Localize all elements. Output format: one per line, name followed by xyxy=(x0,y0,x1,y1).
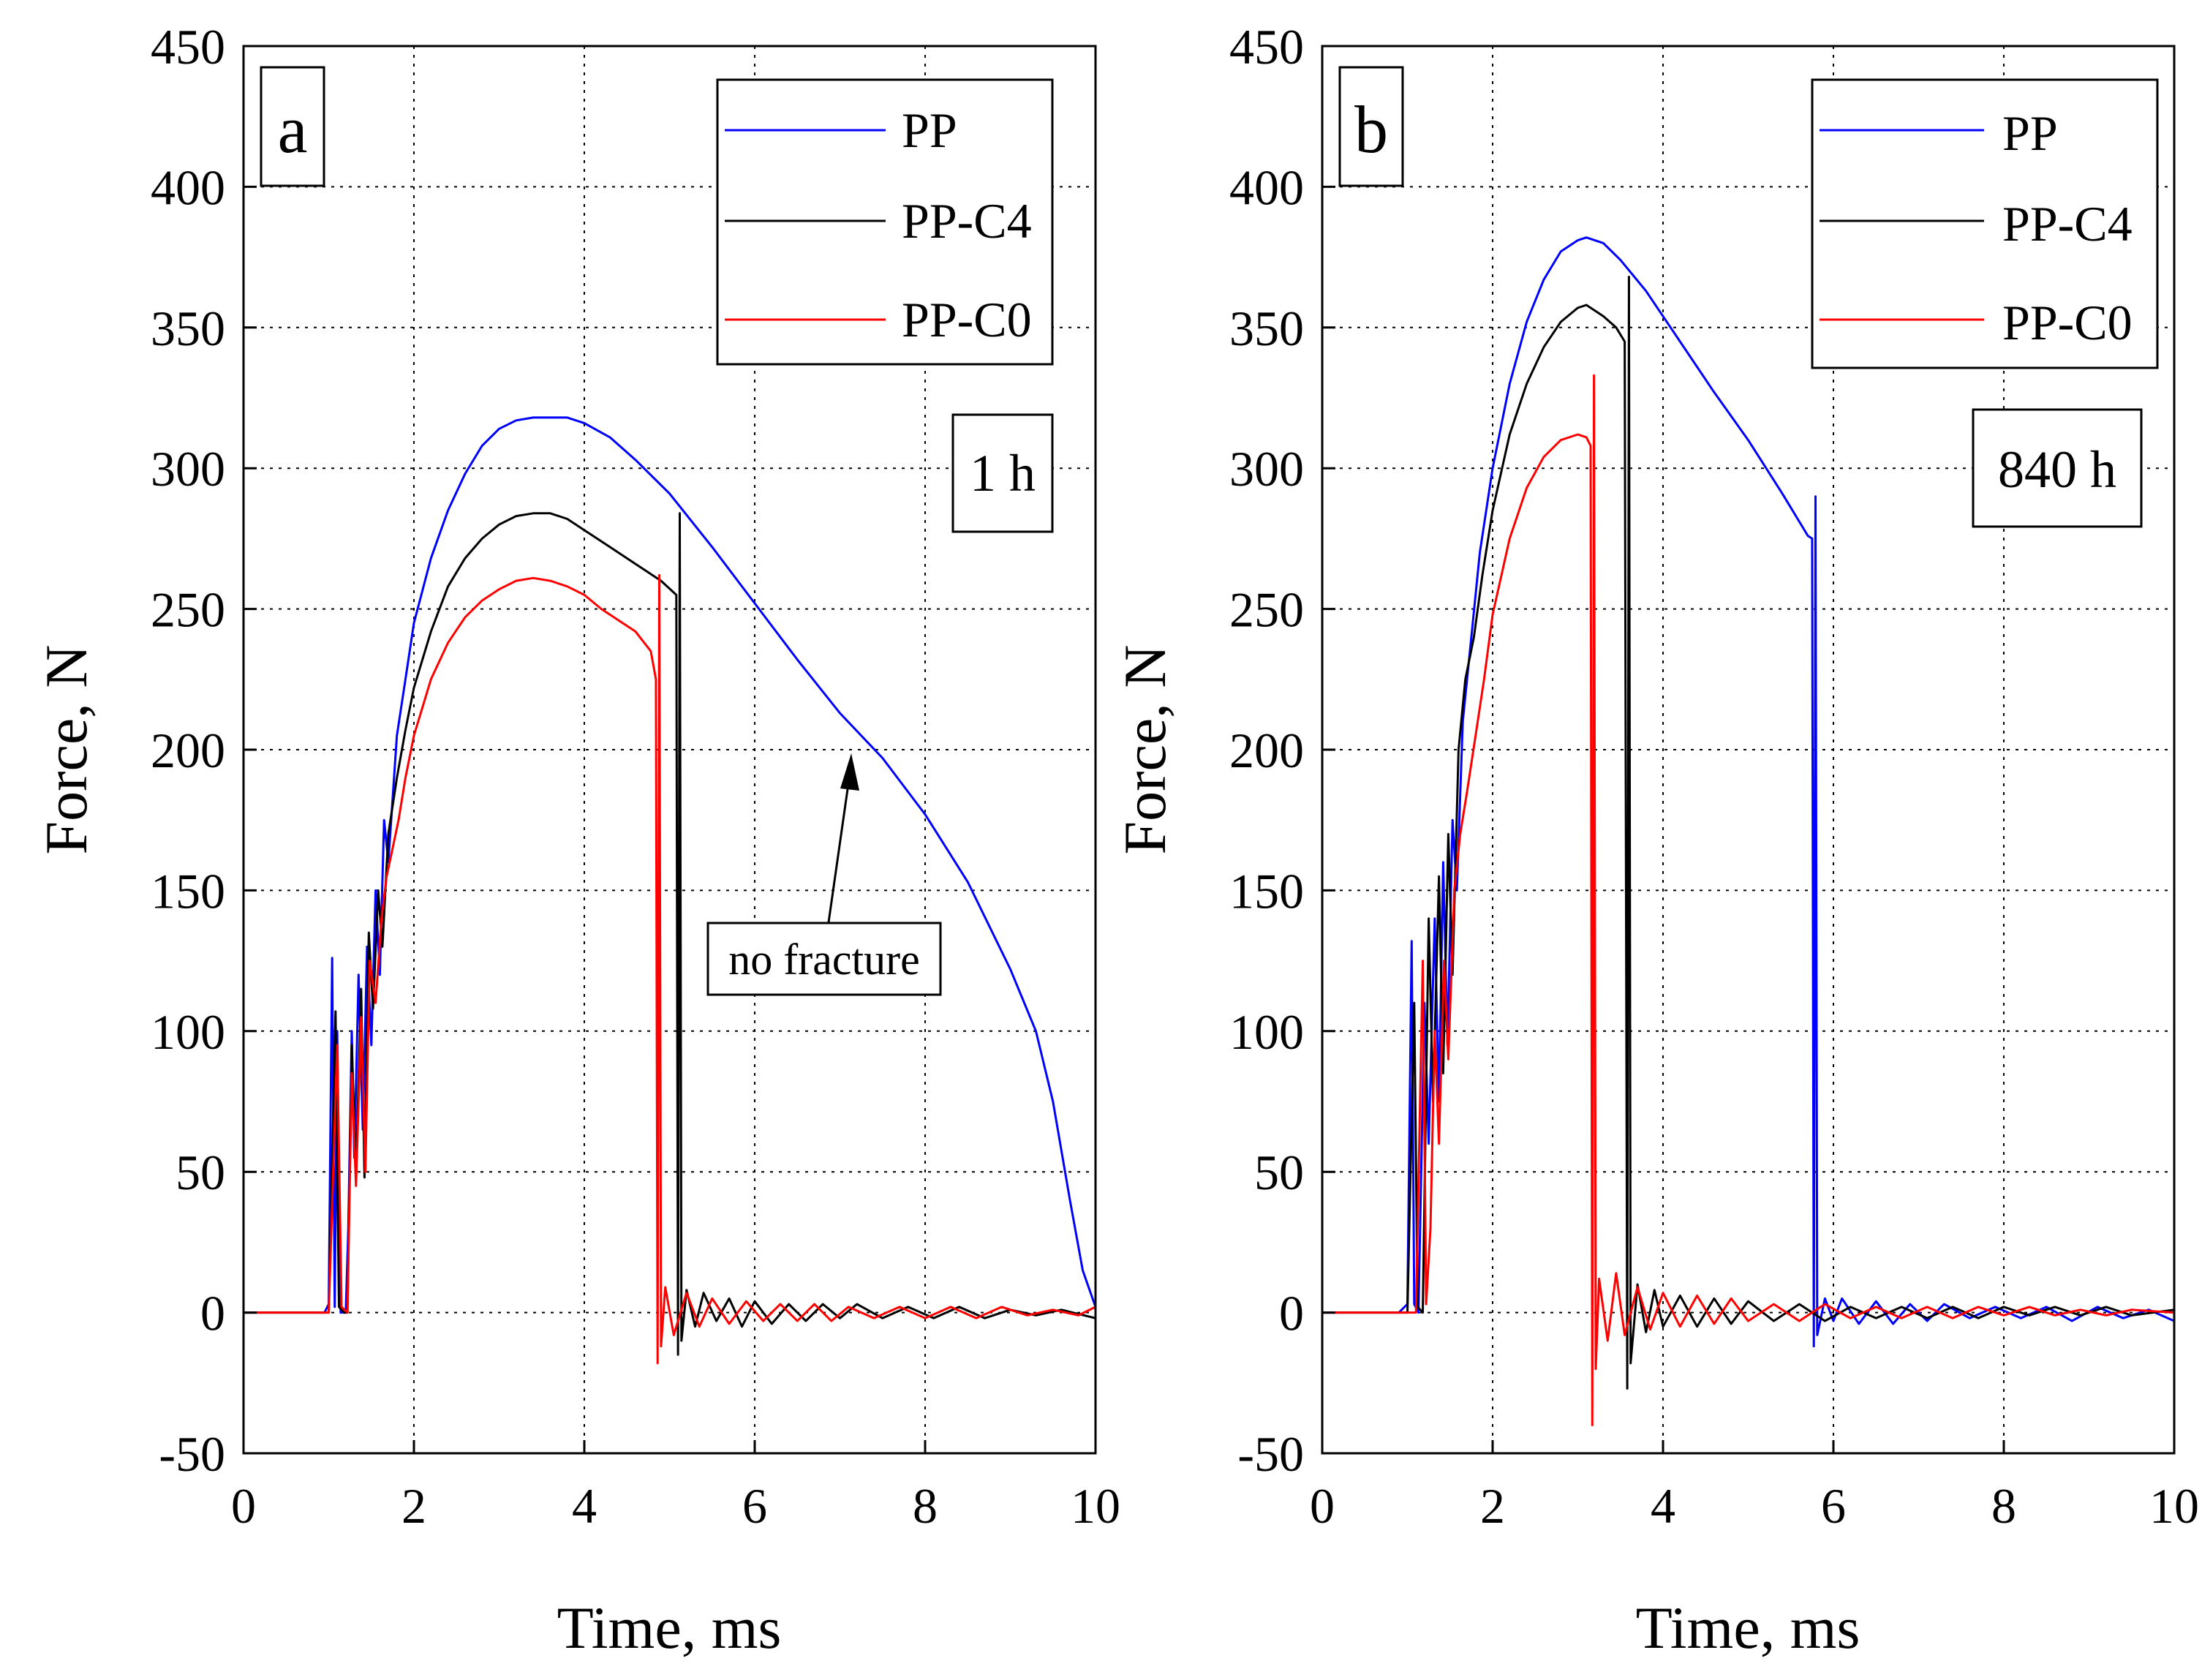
y-tick-label: 150 xyxy=(1229,863,1304,919)
series-line-pp-c0 xyxy=(244,573,1096,1365)
condition-box: 840 h xyxy=(1972,408,2143,528)
y-tick-label: 100 xyxy=(1229,1004,1304,1060)
panel-label: b xyxy=(1354,92,1388,167)
y-tick-label: 150 xyxy=(151,863,225,919)
legend: PP PP-C4 PP-C0 xyxy=(1811,78,2159,369)
panel-label-box: b xyxy=(1338,66,1404,187)
x-tick-label: 6 xyxy=(1821,1478,1846,1534)
y-axis-title: Force, N xyxy=(33,645,99,855)
panel-label-box: a xyxy=(260,66,325,187)
x-tick-label: 8 xyxy=(913,1478,938,1534)
legend-label-pp: PP xyxy=(902,102,957,158)
x-tick-label: 10 xyxy=(2149,1478,2199,1534)
y-tick-label: 200 xyxy=(151,723,225,778)
series-line-pp-c4 xyxy=(244,512,1096,1356)
y-tick-label: 200 xyxy=(1229,723,1304,778)
x-axis-title: Time, ms xyxy=(1636,1594,1860,1661)
condition-label: 1 h xyxy=(970,444,1036,502)
y-tick-label: 0 xyxy=(1279,1286,1304,1341)
y-tick-label: 0 xyxy=(200,1286,225,1341)
annotation-arrow-line xyxy=(827,773,851,923)
x-tick-label: 10 xyxy=(1071,1478,1120,1534)
y-tick-label: 100 xyxy=(151,1004,225,1060)
annotation: no fracture xyxy=(706,753,942,996)
x-tick-label: 2 xyxy=(401,1478,426,1534)
y-tick-label: 250 xyxy=(151,582,225,638)
y-tick-label: 450 xyxy=(1229,19,1304,75)
y-tick-label: 50 xyxy=(176,1145,225,1200)
y-tick-label: 300 xyxy=(151,441,225,497)
condition-box: 1 h xyxy=(951,413,1054,533)
y-tick-label: 400 xyxy=(1229,159,1304,215)
y-tick-label: 450 xyxy=(151,19,225,75)
legend-label-pp-c4: PP-C4 xyxy=(902,193,1032,249)
grid xyxy=(244,45,1096,1453)
series-line-pp-c0 xyxy=(1322,374,2174,1426)
series-line-pp xyxy=(1322,236,2174,1348)
y-tick-label: -50 xyxy=(1237,1426,1304,1482)
y-tick-label: 400 xyxy=(151,159,225,215)
y-tick-label: -50 xyxy=(159,1426,225,1482)
legend-label-pp-c0: PP-C0 xyxy=(2002,295,2133,350)
legend-label-pp-c0: PP-C0 xyxy=(902,292,1032,347)
panel-label: a xyxy=(278,92,308,167)
x-tick-label: 4 xyxy=(572,1478,597,1534)
y-tick-label: 300 xyxy=(1229,441,1304,497)
annotation-label: no fracture xyxy=(728,935,920,984)
series-group xyxy=(1322,236,2174,1426)
y-tick-label: 50 xyxy=(1254,1145,1304,1200)
x-tick-label: 0 xyxy=(1310,1478,1335,1534)
condition-label: 840 h xyxy=(1998,440,2116,499)
legend: PP PP-C4 PP-C0 xyxy=(716,78,1054,366)
annotation-arrowhead xyxy=(840,753,859,791)
legend-label-pp: PP xyxy=(2002,105,2058,161)
y-tick-label: 350 xyxy=(1229,301,1304,356)
y-axis-title: Force, N xyxy=(1112,645,1178,855)
x-tick-label: 8 xyxy=(1991,1478,2016,1534)
series-group xyxy=(244,416,1096,1365)
series-line-pp-c4 xyxy=(1322,276,2174,1390)
x-tick-label: 0 xyxy=(231,1478,256,1534)
x-tick-label: 6 xyxy=(742,1478,767,1534)
legend-label-pp-c4: PP-C4 xyxy=(2002,196,2133,252)
y-tick-label: 250 xyxy=(1229,582,1304,638)
y-tick-label: 350 xyxy=(151,301,225,356)
series-line-pp xyxy=(244,416,1096,1314)
x-tick-label: 4 xyxy=(1651,1478,1675,1534)
x-tick-label: 2 xyxy=(1480,1478,1505,1534)
x-axis-title: Time, ms xyxy=(557,1594,782,1661)
